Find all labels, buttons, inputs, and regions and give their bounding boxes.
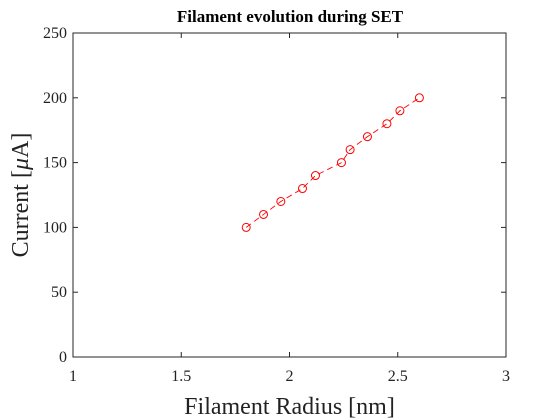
- y-tick-label: 150: [43, 155, 67, 172]
- data-point: [259, 209, 269, 219]
- data-point: [395, 106, 405, 116]
- data-point: [276, 196, 286, 206]
- data-point: [362, 132, 372, 142]
- y-tick-label: 0: [59, 349, 67, 366]
- y-axis-label-mu: μ: [8, 158, 34, 171]
- x-axis-label: Filament Radius [nm]: [184, 394, 395, 420]
- data-point: [382, 119, 392, 129]
- data-point: [310, 171, 320, 181]
- y-axis-label-suffix: A]: [8, 133, 34, 158]
- x-tick-label: 1: [69, 368, 77, 385]
- y-tick-label: 200: [43, 90, 67, 107]
- x-tick-label: 2: [286, 368, 294, 385]
- data-point: [414, 93, 424, 103]
- plot-area: [73, 33, 506, 357]
- y-tick-label: 100: [43, 219, 67, 236]
- x-tick-label: 3: [502, 368, 510, 385]
- x-tick-label: 1.5: [171, 368, 191, 385]
- y-tick-label: 250: [43, 25, 67, 42]
- data-point: [297, 184, 307, 194]
- y-axis-label-prefix: Current [: [8, 170, 34, 257]
- data-point: [345, 145, 355, 155]
- y-tick-label: 50: [51, 284, 67, 301]
- series-line: [245, 97, 420, 228]
- tick-layer: 1 1.5 2 2.5 3 0 50 100 150 200 250: [43, 25, 510, 385]
- x-tick-label: 2.5: [388, 368, 408, 385]
- data-point: [336, 158, 346, 168]
- y-axis-label: Current [μA]: [8, 133, 34, 258]
- data-point: [241, 222, 251, 232]
- chart-title: Filament evolution during SET: [177, 7, 404, 26]
- series-layer: [241, 93, 424, 232]
